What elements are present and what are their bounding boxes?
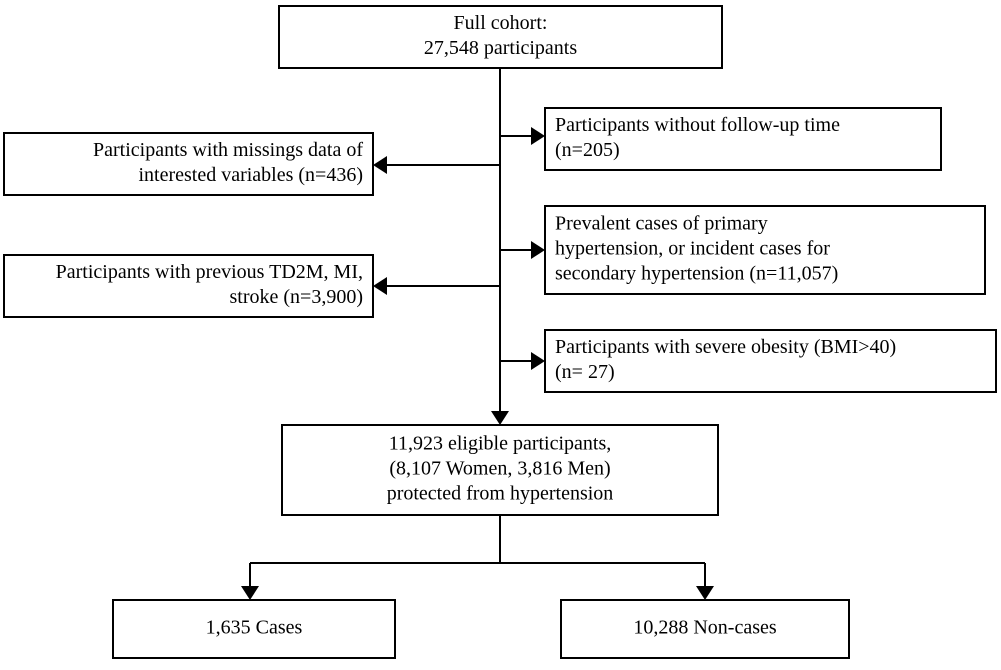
severe_obesity-text-line-1: (n= 27) xyxy=(555,361,615,383)
prev_htn-text-line-1: hypertension, or incident cases for xyxy=(555,238,830,260)
severe_obesity-text-line-0: Participants with severe obesity (BMI>40… xyxy=(555,336,896,358)
prev_disease-text-line-1: stroke (n=3,900) xyxy=(230,286,363,308)
missings-text-line-1: interested variables (n=436) xyxy=(138,164,363,186)
cases-text-line-0: 1,635 Cases xyxy=(206,617,303,639)
noncases-text-line-0: 10,288 Non-cases xyxy=(633,617,777,639)
branch-prev_htn-head xyxy=(531,241,545,259)
split-left-head xyxy=(241,586,259,600)
no_followup-text-line-0: Participants without follow-up time xyxy=(555,114,840,136)
cohort-text-line-0: Full cohort: xyxy=(454,12,548,34)
branch-missings-head xyxy=(373,156,387,174)
split-right-head xyxy=(696,586,714,600)
eligible-text-line-1: (8,107 Women, 3,816 Men) xyxy=(389,458,610,480)
branch-prev_disease-head xyxy=(373,277,387,295)
prev_disease-text-line-0: Participants with previous TD2M, MI, xyxy=(56,261,363,283)
cohort-text-line-1: 27,548 participants xyxy=(424,37,578,59)
prev_htn-text-line-0: Prevalent cases of primary xyxy=(555,213,768,235)
no_followup-text-line-1: (n=205) xyxy=(555,139,620,161)
spine-arrow-head xyxy=(491,411,509,425)
prev_htn-text-line-2: secondary hypertension (n=11,057) xyxy=(555,263,838,285)
branch-no_followup-head xyxy=(531,127,545,145)
missings-text-line-0: Participants with missings data of xyxy=(93,139,363,161)
branch-severe_obesity-head xyxy=(531,352,545,370)
eligible-text-line-0: 11,923 eligible participants, xyxy=(389,433,612,455)
eligible-text-line-2: protected from hypertension xyxy=(387,483,614,505)
